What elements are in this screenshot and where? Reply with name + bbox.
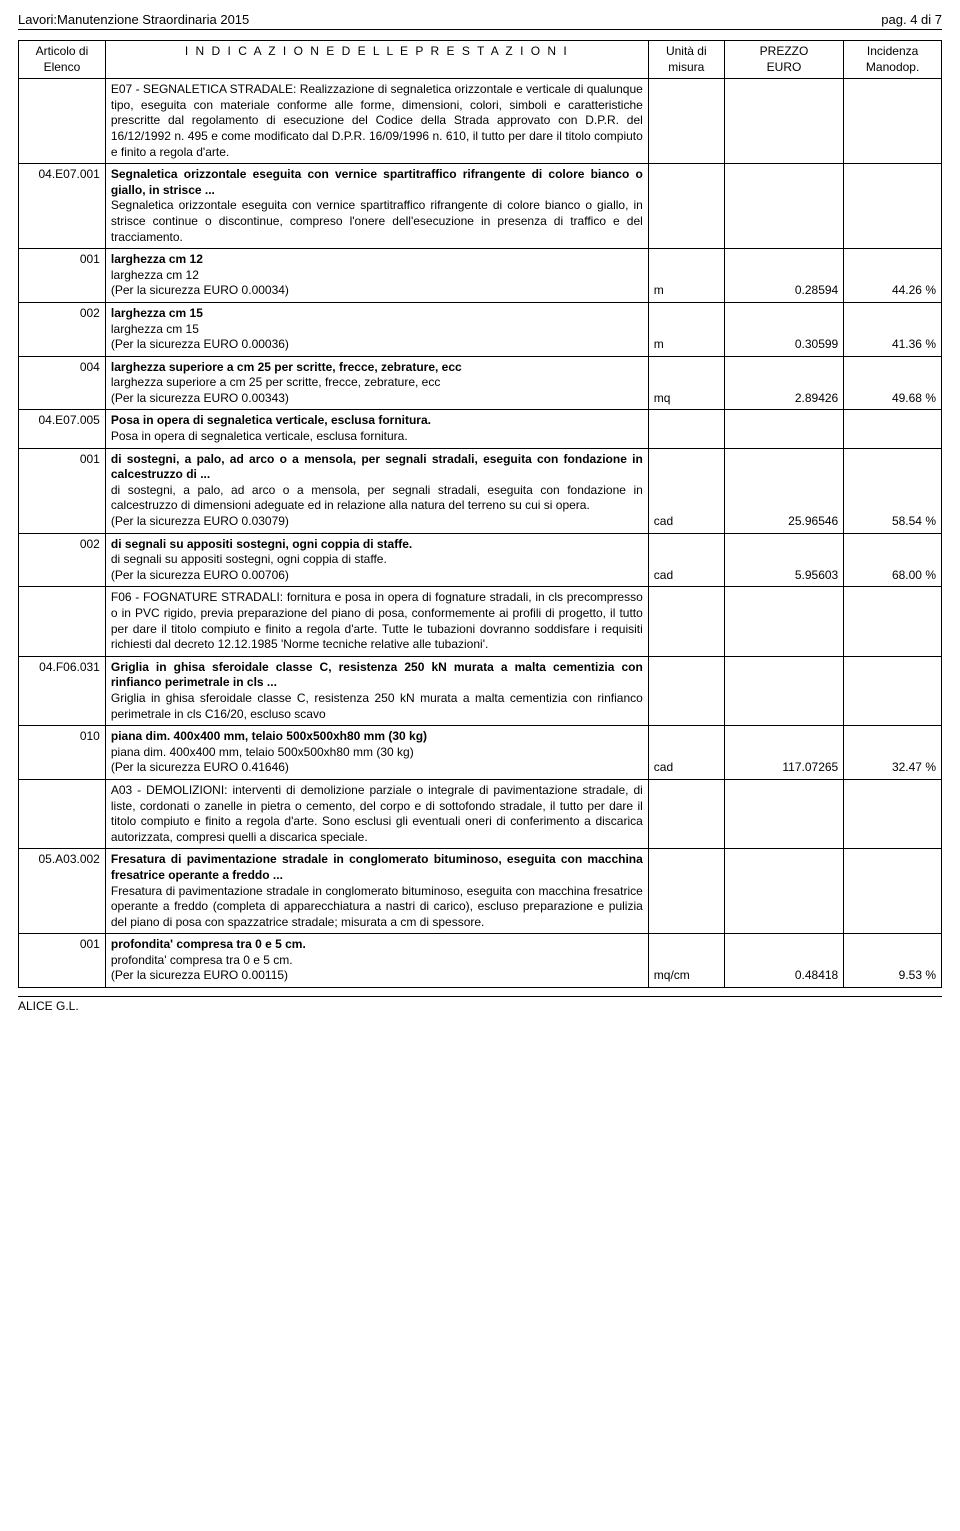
price: 2.89426 (724, 356, 843, 410)
table-row: E07 - SEGNALETICA STRADALE: Realizzazion… (19, 79, 942, 164)
sub-sic: (Per la sicurezza EURO 0.00034) (111, 283, 643, 299)
table-row: 010 piana dim. 400x400 mm, telaio 500x50… (19, 726, 942, 780)
table-row: 001 larghezza cm 12 larghezza cm 12 (Per… (19, 249, 942, 303)
section-intro: A03 - DEMOLIZIONI: interventi di demoliz… (105, 779, 648, 848)
item-desc: Griglia in ghisa sferoidale classe C, re… (111, 691, 643, 722)
price: 25.96546 (724, 448, 843, 533)
sub-desc: piana dim. 400x400 mm, telaio 500x500xh8… (111, 745, 643, 761)
sub-code: 001 (19, 934, 106, 988)
sub-desc: di segnali su appositi sostegni, ogni co… (111, 552, 643, 568)
sub-sic: (Per la sicurezza EURO 0.00115) (111, 968, 643, 984)
unit: cad (648, 533, 724, 587)
col-price: PREZZO EURO (724, 41, 843, 79)
item-code: 05.A03.002 (19, 849, 106, 934)
col-description: I N D I C A Z I O N E D E L L E P R E S … (105, 41, 648, 79)
table-row: 05.A03.002 Fresatura di pavimentazione s… (19, 849, 942, 934)
unit: cad (648, 726, 724, 780)
table-row: 002 di segnali su appositi sostegni, ogn… (19, 533, 942, 587)
incidence: 32.47 % (844, 726, 942, 780)
header-rule (18, 29, 942, 30)
sub-desc: di sostegni, a palo, ad arco o a mensola… (111, 483, 643, 514)
item-code: 04.F06.031 (19, 656, 106, 725)
section-intro: F06 - FOGNATURE STRADALI: fornitura e po… (105, 587, 648, 656)
sub-title: di sostegni, a palo, ad arco o a mensola… (111, 452, 643, 483)
sub-desc: larghezza superiore a cm 25 per scritte,… (111, 375, 643, 391)
header-right: pag. 4 di 7 (881, 12, 942, 27)
sub-desc: larghezza cm 12 (111, 268, 643, 284)
price: 0.30599 (724, 302, 843, 356)
item-desc: Segnaletica orizzontale eseguita con ver… (111, 198, 643, 245)
sub-sic: (Per la sicurezza EURO 0.41646) (111, 760, 643, 776)
unit: mq/cm (648, 934, 724, 988)
table-header-row: Articolo di Elenco I N D I C A Z I O N E… (19, 41, 942, 79)
price: 117.07265 (724, 726, 843, 780)
col-unit: Unità di misura (648, 41, 724, 79)
price: 5.95603 (724, 533, 843, 587)
col-article: Articolo di Elenco (19, 41, 106, 79)
section-intro: E07 - SEGNALETICA STRADALE: Realizzazion… (105, 79, 648, 164)
item-code: 04.E07.005 (19, 410, 106, 448)
table-row: F06 - FOGNATURE STRADALI: fornitura e po… (19, 587, 942, 656)
item-title: Posa in opera di segnaletica verticale, … (111, 413, 643, 429)
table-row: 001 profondita' compresa tra 0 e 5 cm. p… (19, 934, 942, 988)
table-row: 004 larghezza superiore a cm 25 per scri… (19, 356, 942, 410)
price-list-table: Articolo di Elenco I N D I C A Z I O N E… (18, 40, 942, 988)
table-row: 04.E07.001 Segnaletica orizzontale esegu… (19, 164, 942, 249)
header-left: Lavori:Manutenzione Straordinaria 2015 (18, 12, 249, 27)
item-desc: Posa in opera di segnaletica verticale, … (111, 429, 643, 445)
item-title: Segnaletica orizzontale eseguita con ver… (111, 167, 643, 198)
sub-sic: (Per la sicurezza EURO 0.00343) (111, 391, 643, 407)
sub-code: 002 (19, 533, 106, 587)
sub-code: 001 (19, 249, 106, 303)
sub-title: larghezza superiore a cm 25 per scritte,… (111, 360, 643, 376)
sub-sic: (Per la sicurezza EURO 0.00706) (111, 568, 643, 584)
unit: m (648, 302, 724, 356)
incidence: 41.36 % (844, 302, 942, 356)
incidence: 58.54 % (844, 448, 942, 533)
sub-title: larghezza cm 12 (111, 252, 643, 268)
sub-desc: larghezza cm 15 (111, 322, 643, 338)
page-footer: ALICE G.L. (18, 996, 942, 1013)
sub-title: profondita' compresa tra 0 e 5 cm. (111, 937, 643, 953)
sub-title: larghezza cm 15 (111, 306, 643, 322)
page-header: Lavori:Manutenzione Straordinaria 2015 p… (18, 12, 942, 27)
incidence: 49.68 % (844, 356, 942, 410)
table-row: 001 di sostegni, a palo, ad arco o a men… (19, 448, 942, 533)
item-title: Fresatura di pavimentazione stradale in … (111, 852, 643, 883)
table-row: 04.F06.031 Griglia in ghisa sferoidale c… (19, 656, 942, 725)
sub-code: 002 (19, 302, 106, 356)
table-row: 04.E07.005 Posa in opera di segnaletica … (19, 410, 942, 448)
sub-title: di segnali su appositi sostegni, ogni co… (111, 537, 643, 553)
unit: cad (648, 448, 724, 533)
item-desc: Fresatura di pavimentazione stradale in … (111, 884, 643, 931)
incidence: 44.26 % (844, 249, 942, 303)
unit: mq (648, 356, 724, 410)
sub-code: 004 (19, 356, 106, 410)
col-incidence: Incidenza Manodop. (844, 41, 942, 79)
unit: m (648, 249, 724, 303)
table-row: A03 - DEMOLIZIONI: interventi di demoliz… (19, 779, 942, 848)
incidence: 9.53 % (844, 934, 942, 988)
price: 0.48418 (724, 934, 843, 988)
incidence: 68.00 % (844, 533, 942, 587)
item-title: Griglia in ghisa sferoidale classe C, re… (111, 660, 643, 691)
table-row: 002 larghezza cm 15 larghezza cm 15 (Per… (19, 302, 942, 356)
item-code: 04.E07.001 (19, 164, 106, 249)
sub-code: 010 (19, 726, 106, 780)
sub-desc: profondita' compresa tra 0 e 5 cm. (111, 953, 643, 969)
sub-sic: (Per la sicurezza EURO 0.03079) (111, 514, 643, 530)
price: 0.28594 (724, 249, 843, 303)
sub-title: piana dim. 400x400 mm, telaio 500x500xh8… (111, 729, 643, 745)
sub-code: 001 (19, 448, 106, 533)
sub-sic: (Per la sicurezza EURO 0.00036) (111, 337, 643, 353)
